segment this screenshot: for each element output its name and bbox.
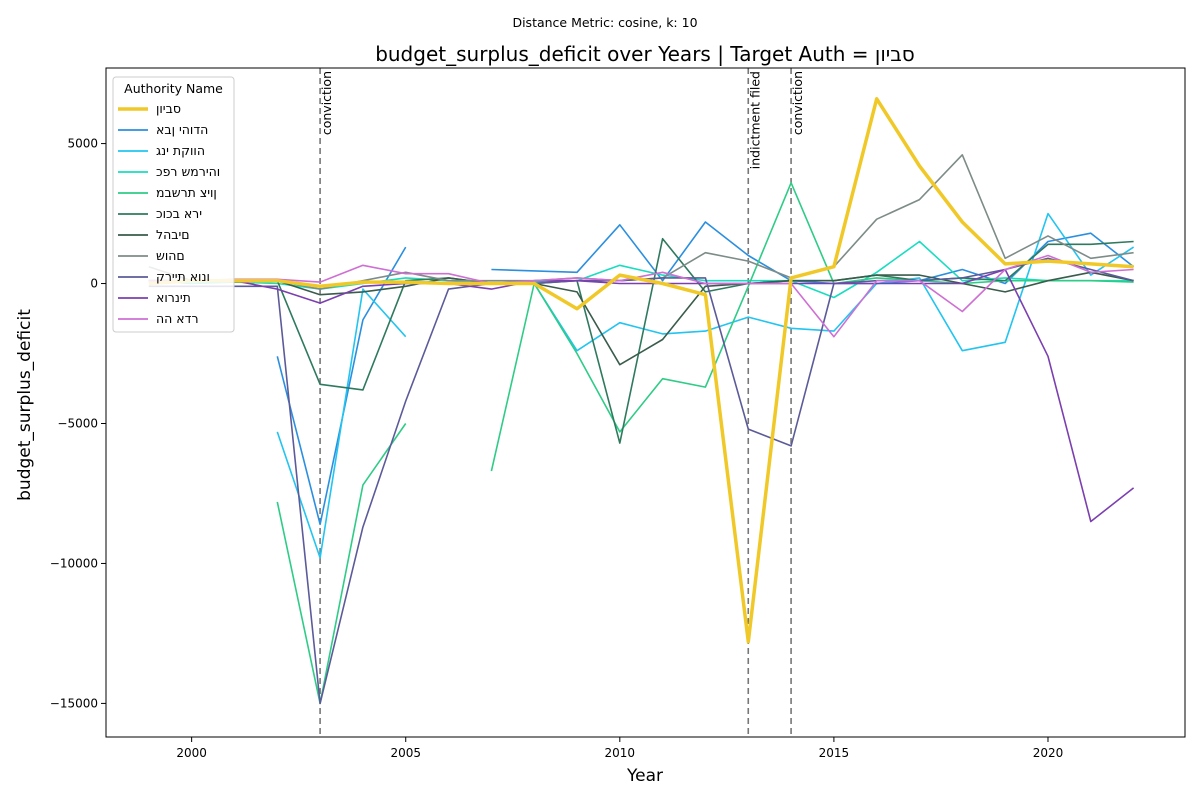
chart-suptitle: Distance Metric: cosine, k: 10	[512, 15, 697, 30]
legend-entry: ןויצ תרשבמ	[156, 185, 217, 200]
axes-frame	[105, 67, 1186, 738]
series-line	[148, 154, 1134, 290]
series-line	[148, 271, 1134, 366]
y-axis-label: budget_surplus_deficit	[15, 309, 35, 501]
series-line	[148, 257, 1134, 705]
legend-entry: םיבהל	[156, 227, 190, 242]
y-tick-label: −10000	[50, 556, 98, 570]
legend-entry: ונוא תיירק	[156, 269, 210, 284]
legend-box	[112, 76, 235, 333]
series-line	[276, 221, 1135, 526]
y-tick-label: 5000	[67, 137, 98, 151]
series-line	[148, 254, 1134, 338]
legend-entry: הדוהי ןבא	[156, 122, 208, 137]
x-tick-label: 2020	[1033, 746, 1064, 760]
series-line	[148, 268, 1135, 523]
legend: Authority Name סביון הדוהי ןבא הווקת ינג וה…	[112, 76, 235, 333]
x-axis-label: Year	[626, 766, 663, 786]
series-line	[148, 97, 1134, 644]
legend-entry: ירא בכוכ	[156, 206, 202, 221]
legend-entry: רדא הה	[156, 311, 199, 326]
y-tick-label: −15000	[50, 696, 98, 710]
legend-entry: סביון	[156, 101, 181, 116]
legend-entry: םהוש	[156, 248, 185, 263]
legend-entry: והירמש רפכ	[156, 164, 220, 179]
axis-ticks: 2000 2005 2010 2015 2020 5000 0 −5000 −10000 −150…	[50, 137, 1063, 760]
x-tick-label: 2015	[819, 746, 850, 760]
series-line	[148, 237, 1134, 444]
legend-entry: תינרוא	[156, 290, 191, 305]
event-label: conviction	[790, 71, 805, 135]
series-line	[276, 182, 1134, 705]
event-lines: conviction indictment filed conviction	[319, 68, 805, 737]
x-tick-label: 2005	[390, 746, 421, 760]
y-tick-label: −5000	[57, 416, 98, 430]
y-tick-label: 0	[90, 277, 98, 291]
legend-title: Authority Name	[124, 81, 223, 96]
series-lines	[148, 97, 1135, 705]
event-label: indictment filed	[747, 71, 762, 169]
legend-entry: הווקת ינג	[156, 143, 205, 158]
chart-title: budget_surplus_deficit over Years | Targ…	[375, 42, 915, 66]
event-label: conviction	[319, 71, 334, 135]
x-tick-label: 2000	[176, 746, 207, 760]
x-tick-label: 2010	[605, 746, 636, 760]
